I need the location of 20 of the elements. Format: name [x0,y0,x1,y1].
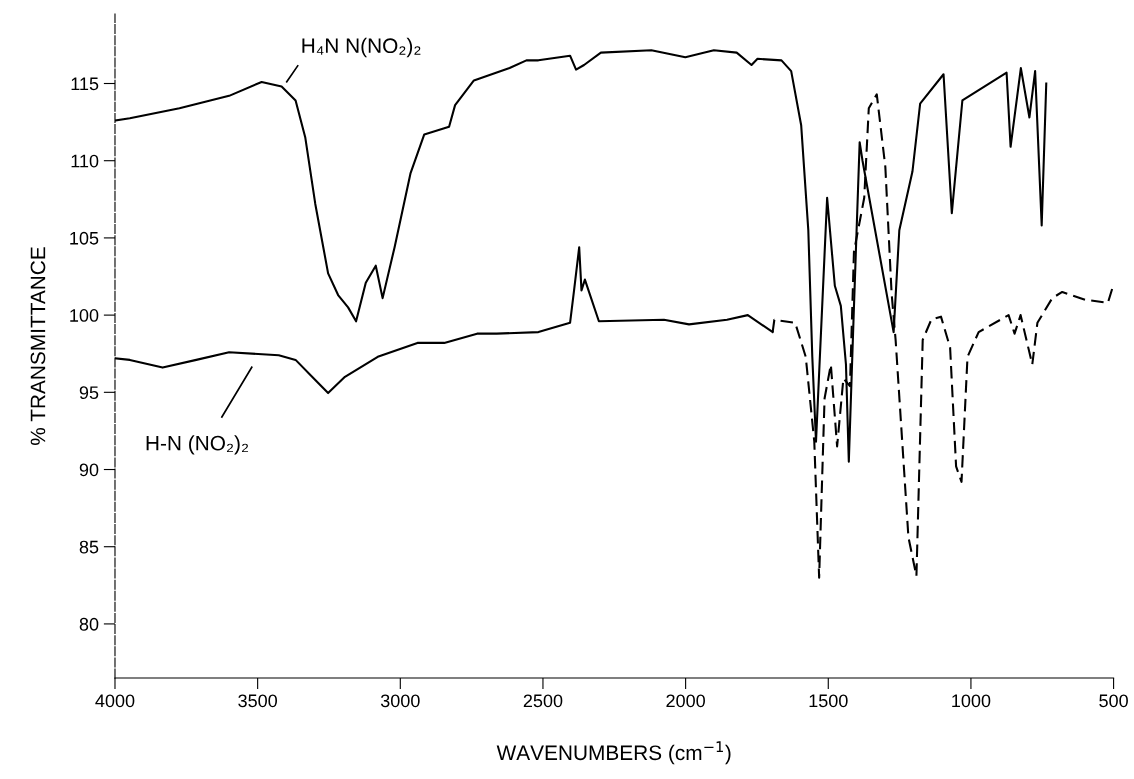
x-tick-label: 4000 [95,694,135,708]
x-tick-label: 500 [1099,694,1128,708]
x-axis-title: WAVENUMBERS (cm$^{−1}$) [496,741,731,765]
y-tick-label: 85 [79,540,99,554]
x-tick-label: 2500 [523,694,563,708]
y-tick-label: 110 [71,154,99,168]
x-tick-label: 3000 [380,694,420,708]
annotation: H-N (NO₂)₂ [146,435,249,455]
x-tick-label: 1000 [952,694,991,708]
x-tick-label: 2000 [666,694,705,708]
y-tick-label: 105 [70,231,99,245]
x-tick-label: 3500 [238,694,278,708]
y-tick-label: 90 [79,463,99,477]
y-tick-label: 95 [79,386,99,400]
x-tick-label: 1500 [809,694,848,708]
y-tick-label: 115 [71,77,99,91]
y-tick-label: 100 [70,309,99,322]
y-axis-title: % TRANSMITTANCE [30,247,46,445]
y-tick-label: 80 [79,617,99,631]
annotation: H₄N N(NO₂)₂ [302,37,421,58]
